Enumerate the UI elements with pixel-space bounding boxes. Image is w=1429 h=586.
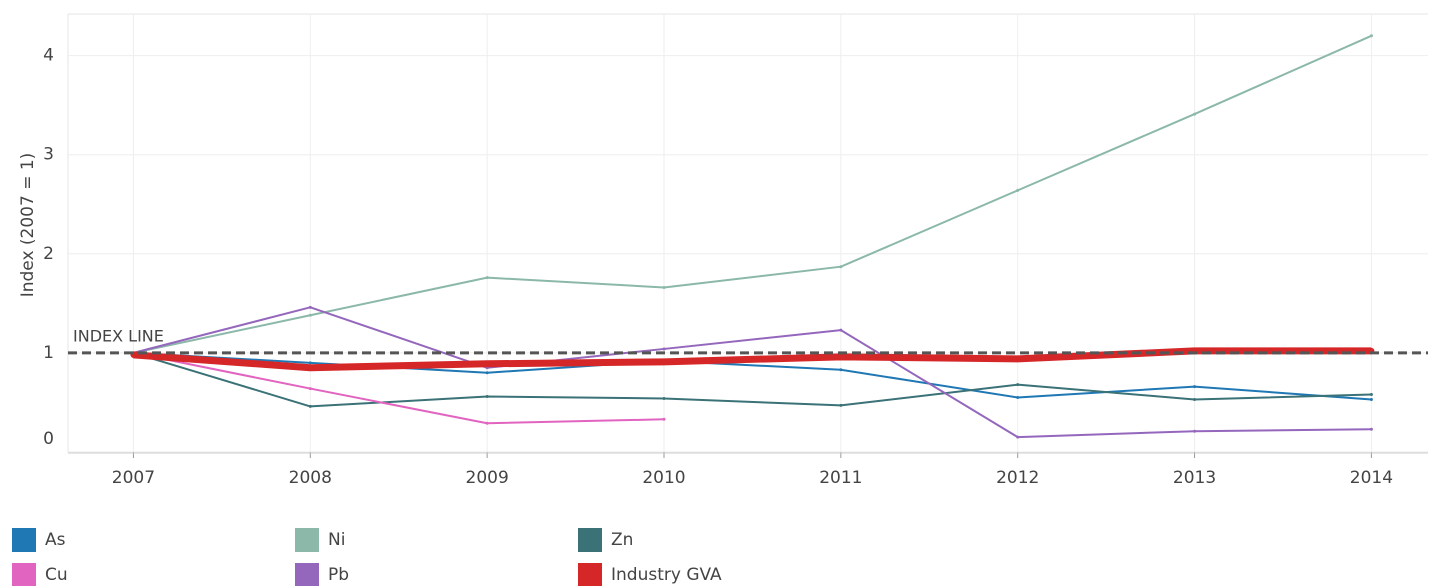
point (1016, 435, 1020, 439)
y-tick-label: 1 (43, 343, 54, 363)
y-tick-label: 4 (43, 46, 54, 66)
x-tick-label: 2010 (642, 468, 685, 488)
point (1014, 355, 1021, 362)
point (485, 421, 489, 425)
point (839, 403, 843, 407)
point (839, 265, 843, 269)
point (1369, 34, 1373, 38)
legend-swatch (12, 528, 36, 552)
point (485, 395, 489, 399)
x-tick-label: 2007 (112, 468, 155, 488)
legend-swatch (578, 528, 602, 552)
point (1193, 112, 1197, 116)
point (308, 387, 312, 391)
point (660, 358, 667, 365)
series-line (133, 34, 1372, 354)
point (662, 417, 666, 421)
point (1016, 188, 1020, 192)
point (1369, 397, 1373, 401)
y-axis-label: Index (2007 = 1) (18, 153, 38, 298)
legend-label: Zn (611, 530, 633, 550)
point (837, 353, 844, 360)
legend-swatch (295, 563, 319, 586)
point (1016, 383, 1020, 387)
x-tick-label: 2014 (1350, 468, 1393, 488)
series-line (133, 351, 665, 425)
point (308, 404, 312, 408)
y-tick-label: 2 (43, 244, 54, 264)
point (839, 368, 843, 372)
point (1193, 429, 1197, 433)
point (1369, 427, 1373, 431)
point (662, 396, 666, 400)
legend-swatch (295, 528, 319, 552)
legend-label: Ni (328, 530, 345, 550)
legend-label: Cu (45, 565, 68, 585)
index-line-label: INDEX LINE (73, 326, 164, 345)
legend-label: Industry GVA (611, 565, 722, 585)
y-tick-label: 0 (43, 429, 54, 449)
series-line (133, 306, 1372, 439)
point (1193, 397, 1197, 401)
x-tick-label: 2008 (289, 468, 332, 488)
legend-swatch (578, 563, 602, 586)
x-tick-label: 2009 (466, 468, 509, 488)
point (662, 286, 666, 290)
point (308, 305, 312, 309)
series-line (133, 351, 1372, 408)
point (308, 361, 312, 365)
point (1369, 393, 1373, 397)
point (308, 313, 312, 317)
point (1193, 385, 1197, 389)
x-tick-label: 2013 (1173, 468, 1216, 488)
point (839, 328, 843, 332)
point (1016, 395, 1020, 399)
y-tick-label: 3 (43, 145, 54, 165)
legend-label: As (45, 530, 66, 550)
point (662, 347, 666, 351)
point (485, 276, 489, 280)
point (485, 371, 489, 375)
x-tick-label: 2012 (996, 468, 1039, 488)
x-tick-label: 2011 (819, 468, 862, 488)
point (484, 360, 491, 367)
point (307, 364, 314, 371)
legend-label: Pb (328, 565, 349, 585)
legend-swatch (12, 563, 36, 586)
